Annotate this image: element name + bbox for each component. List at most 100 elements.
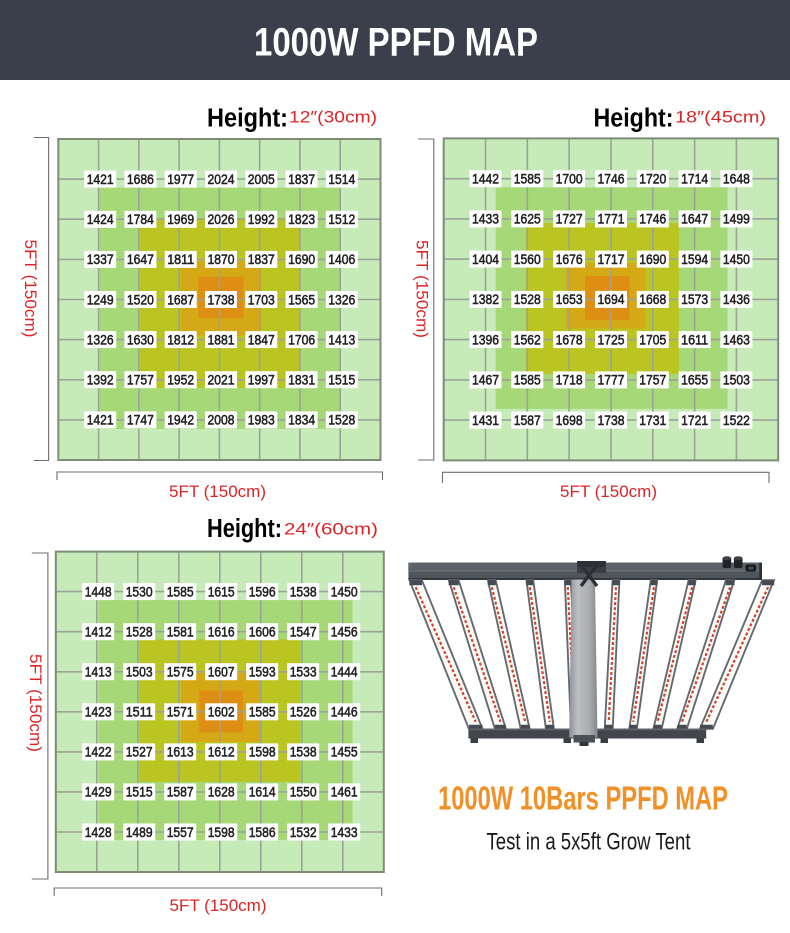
svg-text:1431: 1431 xyxy=(472,412,499,428)
svg-text:1977: 1977 xyxy=(167,171,194,187)
svg-text:1565: 1565 xyxy=(288,291,315,307)
svg-text:1686: 1686 xyxy=(127,171,154,187)
svg-text:1738: 1738 xyxy=(598,412,625,428)
svg-text:1528: 1528 xyxy=(514,291,541,307)
svg-text:1433: 1433 xyxy=(472,211,499,227)
svg-text:1942: 1942 xyxy=(167,412,194,428)
svg-text:1714: 1714 xyxy=(681,171,708,187)
svg-text:1528: 1528 xyxy=(328,412,355,428)
svg-text:1771: 1771 xyxy=(598,211,625,227)
svg-text:2021: 2021 xyxy=(208,372,235,388)
svg-text:1530: 1530 xyxy=(126,583,153,599)
svg-text:1703: 1703 xyxy=(248,291,275,307)
svg-text:1514: 1514 xyxy=(328,171,355,187)
svg-text:1607: 1607 xyxy=(208,664,235,680)
svg-text:Height:: Height: xyxy=(594,104,674,132)
svg-text:1446: 1446 xyxy=(331,704,358,720)
svg-text:1834: 1834 xyxy=(288,412,315,428)
svg-text:1249: 1249 xyxy=(87,291,114,307)
svg-text:1690: 1690 xyxy=(288,251,315,267)
svg-text:Height:: Height: xyxy=(207,515,282,543)
svg-text:1690: 1690 xyxy=(639,251,666,267)
svg-text:1616: 1616 xyxy=(208,624,235,640)
svg-text:5FT (150cm): 5FT (150cm) xyxy=(26,654,45,752)
svg-text:1823: 1823 xyxy=(288,211,315,227)
svg-text:1456: 1456 xyxy=(331,624,358,640)
svg-text:Test in a 5x5ft Grow Tent: Test in a 5x5ft Grow Tent xyxy=(487,828,691,855)
svg-text:5FT (150cm): 5FT (150cm) xyxy=(169,482,266,501)
svg-text:1625: 1625 xyxy=(514,211,541,227)
svg-text:1562: 1562 xyxy=(514,331,541,347)
svg-text:1503: 1503 xyxy=(723,372,750,388)
svg-text:1424: 1424 xyxy=(87,211,114,227)
svg-text:1611: 1611 xyxy=(681,331,708,347)
svg-text:1000W PPFD MAP: 1000W PPFD MAP xyxy=(254,21,538,65)
svg-text:1628: 1628 xyxy=(208,784,235,800)
svg-text:1612: 1612 xyxy=(208,744,235,760)
svg-text:1837: 1837 xyxy=(288,171,315,187)
svg-text:1614: 1614 xyxy=(249,784,276,800)
svg-text:1831: 1831 xyxy=(288,372,315,388)
svg-text:1655: 1655 xyxy=(681,372,708,388)
svg-text:1811: 1811 xyxy=(167,251,194,267)
svg-text:1532: 1532 xyxy=(290,824,317,840)
svg-text:1746: 1746 xyxy=(598,171,625,187)
svg-text:1668: 1668 xyxy=(639,291,666,307)
svg-text:1337: 1337 xyxy=(87,251,114,267)
svg-text:1404: 1404 xyxy=(472,251,499,267)
svg-text:1533: 1533 xyxy=(290,664,317,680)
svg-text:1444: 1444 xyxy=(331,664,358,680)
svg-text:1455: 1455 xyxy=(331,744,358,760)
svg-text:1647: 1647 xyxy=(127,251,154,267)
svg-text:1326: 1326 xyxy=(87,331,114,347)
svg-text:1512: 1512 xyxy=(328,211,355,227)
svg-text:1467: 1467 xyxy=(472,372,499,388)
svg-text:1784: 1784 xyxy=(127,211,154,227)
svg-text:1421: 1421 xyxy=(87,171,114,187)
svg-text:1528: 1528 xyxy=(126,624,153,640)
svg-text:1421: 1421 xyxy=(87,412,114,428)
svg-text:1573: 1573 xyxy=(681,291,708,307)
svg-text:1499: 1499 xyxy=(723,211,750,227)
svg-text:1413: 1413 xyxy=(328,331,355,347)
svg-text:1429: 1429 xyxy=(85,784,112,800)
svg-text:1718: 1718 xyxy=(556,372,583,388)
svg-text:1423: 1423 xyxy=(85,704,112,720)
svg-text:1522: 1522 xyxy=(723,412,750,428)
svg-text:1705: 1705 xyxy=(639,331,666,347)
svg-text:1725: 1725 xyxy=(598,331,625,347)
svg-text:1812: 1812 xyxy=(167,331,194,347)
svg-text:1526: 1526 xyxy=(290,704,317,720)
svg-text:1550: 1550 xyxy=(290,784,317,800)
svg-text:1952: 1952 xyxy=(167,372,194,388)
svg-text:1575: 1575 xyxy=(167,664,194,680)
svg-text:1515: 1515 xyxy=(126,784,153,800)
svg-text:1527: 1527 xyxy=(126,744,153,760)
svg-text:1392: 1392 xyxy=(87,372,114,388)
svg-text:1585: 1585 xyxy=(167,583,194,599)
svg-text:1687: 1687 xyxy=(167,291,194,307)
svg-text:1757: 1757 xyxy=(639,372,666,388)
svg-text:1720: 1720 xyxy=(639,171,666,187)
svg-text:1747: 1747 xyxy=(127,412,154,428)
svg-text:1585: 1585 xyxy=(249,704,276,720)
svg-text:1598: 1598 xyxy=(208,824,235,840)
svg-text:1000W 10Bars PPFD MAP: 1000W 10Bars PPFD MAP xyxy=(438,780,728,817)
svg-text:1881: 1881 xyxy=(208,331,235,347)
svg-text:1436: 1436 xyxy=(723,291,750,307)
svg-text:Height:: Height: xyxy=(207,104,288,132)
svg-text:1594: 1594 xyxy=(681,251,708,267)
svg-text:1428: 1428 xyxy=(85,824,112,840)
svg-text:1585: 1585 xyxy=(514,372,541,388)
svg-text:1560: 1560 xyxy=(514,251,541,267)
svg-text:1598: 1598 xyxy=(249,744,276,760)
svg-text:1717: 1717 xyxy=(598,251,625,267)
svg-text:1538: 1538 xyxy=(290,744,317,760)
svg-text:1461: 1461 xyxy=(331,784,358,800)
svg-text:1738: 1738 xyxy=(208,291,235,307)
svg-text:1538: 1538 xyxy=(290,583,317,599)
svg-text:1698: 1698 xyxy=(556,412,583,428)
svg-text:1433: 1433 xyxy=(331,824,358,840)
svg-text:5FT (150cm): 5FT (150cm) xyxy=(560,482,657,501)
svg-text:1520: 1520 xyxy=(127,291,154,307)
